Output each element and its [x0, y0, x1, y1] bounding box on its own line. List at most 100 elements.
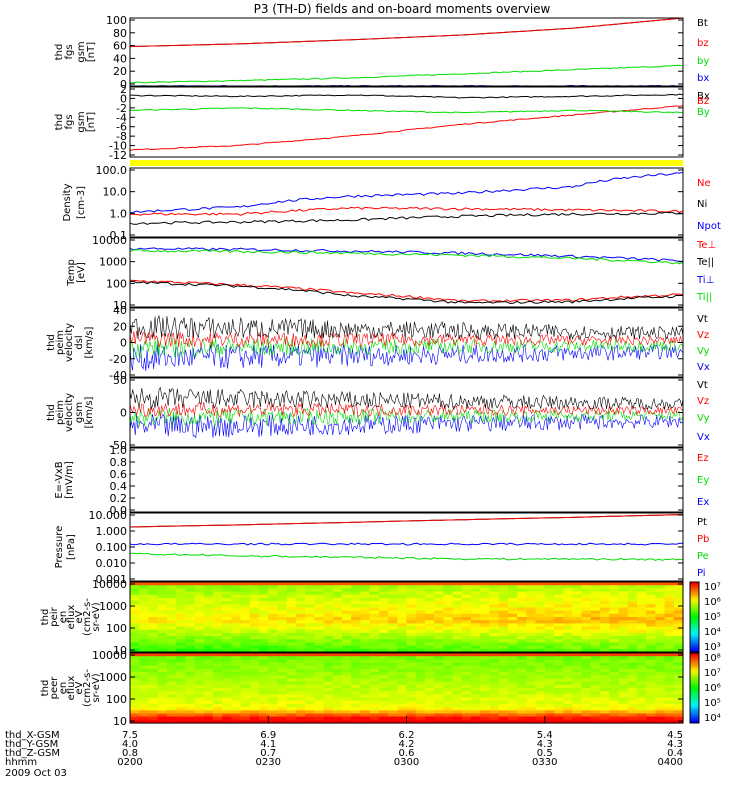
- spectrogram-cell: [397, 610, 408, 615]
- y-tick-label: 1.0: [110, 444, 128, 457]
- spectrogram-cell: [434, 645, 444, 650]
- spectrogram-cell: [646, 700, 656, 705]
- spectrogram-cell: [664, 639, 675, 644]
- spectrogram-cell: [600, 697, 610, 702]
- spectrogram-cell: [636, 629, 647, 634]
- spectrogram-cell: [295, 684, 306, 689]
- spectrogram-cell: [535, 629, 546, 634]
- y-axis-label: fgs: [64, 114, 75, 129]
- spectrogram-cell: [305, 710, 315, 715]
- spectrogram-cell: [305, 601, 315, 605]
- x-row-value: 0230: [256, 757, 281, 768]
- spectrogram-cell: [139, 716, 149, 721]
- spectrogram-cell: [655, 629, 666, 634]
- spectrogram-cell: [295, 716, 306, 721]
- spectrogram-cell: [388, 656, 398, 660]
- spectrogram-cell: [176, 665, 186, 670]
- spectrogram-cell: [535, 691, 546, 695]
- spectrogram-cell: [507, 713, 518, 718]
- spectrogram-cell: [664, 582, 675, 586]
- spectrogram-cell: [415, 597, 426, 602]
- spectrogram-cell: [194, 694, 205, 699]
- spectrogram-cell: [194, 707, 205, 711]
- spectrogram-cell: [286, 703, 297, 708]
- spectrogram-cell: [655, 604, 666, 609]
- spectrogram-cell: [581, 636, 592, 640]
- spectrogram-cell: [332, 700, 343, 705]
- spectrogram-cell: [176, 684, 186, 689]
- spectrogram-cell: [157, 610, 168, 615]
- spectrogram-cell: [148, 703, 159, 708]
- spectrogram-cell: [443, 601, 454, 605]
- spectrogram-cell: [646, 713, 656, 718]
- spectrogram-cell: [231, 604, 242, 609]
- spectrogram-cell: [572, 632, 583, 637]
- spectrogram-cell: [388, 626, 398, 631]
- spectrogram-cell: [535, 697, 546, 702]
- velocity-trace: [129, 401, 684, 418]
- spectrogram-cell: [406, 585, 417, 589]
- spectrogram-cell: [461, 659, 472, 664]
- spectrogram-cell: [166, 653, 177, 657]
- spectrogram-cell: [397, 713, 408, 718]
- spectrogram-cell: [581, 719, 592, 724]
- spectrogram-cell: [305, 585, 315, 589]
- spectrogram-cell: [397, 591, 408, 596]
- spectrogram-cell: [323, 623, 334, 628]
- spectrogram-cell: [259, 588, 269, 593]
- spectrogram-cell: [517, 662, 527, 667]
- spectrogram-cell: [554, 626, 564, 631]
- spectrogram-cell: [517, 719, 527, 724]
- spectrogram-cell: [240, 648, 251, 653]
- spectrogram-cell: [231, 713, 242, 718]
- spectrogram-cell: [461, 700, 472, 705]
- spectrogram-cell: [369, 623, 380, 628]
- spectrogram-cell: [526, 613, 537, 618]
- spectrogram-cell: [646, 656, 656, 660]
- spectrogram-cell: [185, 591, 196, 596]
- spectrogram-cell: [148, 585, 159, 589]
- spectrogram-cell: [489, 629, 500, 634]
- spectrogram-cell: [572, 703, 583, 708]
- spectrogram-cell: [259, 716, 269, 721]
- spectrogram-cell: [489, 675, 500, 680]
- spectrogram-cell: [655, 613, 666, 618]
- spectrogram-cell: [526, 653, 537, 657]
- spectrogram-cell: [231, 610, 242, 615]
- y-tick-label: 0: [120, 337, 127, 350]
- spectrogram-cell: [212, 642, 223, 647]
- spectrogram-cell: [636, 636, 647, 640]
- spectrogram-cell: [185, 713, 196, 718]
- spectrogram-cell: [554, 694, 564, 699]
- spectrogram-cell: [176, 626, 186, 631]
- spectrogram-cell: [600, 653, 610, 657]
- legend-Ne: Ne: [697, 178, 711, 189]
- spectrogram-cell: [388, 659, 398, 664]
- spectrogram-cell: [673, 659, 684, 664]
- spectrogram-cell: [590, 678, 601, 683]
- spectrogram-cell: [342, 713, 352, 718]
- spectrogram-cell: [415, 585, 426, 589]
- spectrogram-cell: [203, 688, 214, 692]
- spectrogram-cell: [424, 710, 435, 715]
- spectrogram-cell: [378, 601, 389, 605]
- spectrogram-cell: [434, 648, 444, 653]
- spectrogram-cell: [130, 703, 140, 708]
- spectrogram-cell: [406, 653, 417, 657]
- spectrogram-cell: [360, 707, 371, 711]
- spectrogram-cell: [581, 607, 592, 612]
- spectrogram-cell: [249, 585, 260, 589]
- spectrogram-cell: [166, 678, 177, 683]
- spectrogram-cell: [222, 653, 232, 657]
- spectrogram-cell: [203, 591, 214, 596]
- series-Npot: [129, 171, 684, 214]
- spectrogram-cell: [148, 613, 159, 618]
- spectrogram-cell: [434, 719, 444, 724]
- spectrogram-cell: [526, 629, 537, 634]
- spectrogram-cell: [646, 591, 656, 596]
- spectrogram-cell: [277, 604, 288, 609]
- spectrogram-cell: [157, 684, 168, 689]
- spectrogram-cell: [212, 668, 223, 673]
- colorbar-cell: [690, 711, 699, 715]
- spectrogram-cell: [222, 632, 232, 637]
